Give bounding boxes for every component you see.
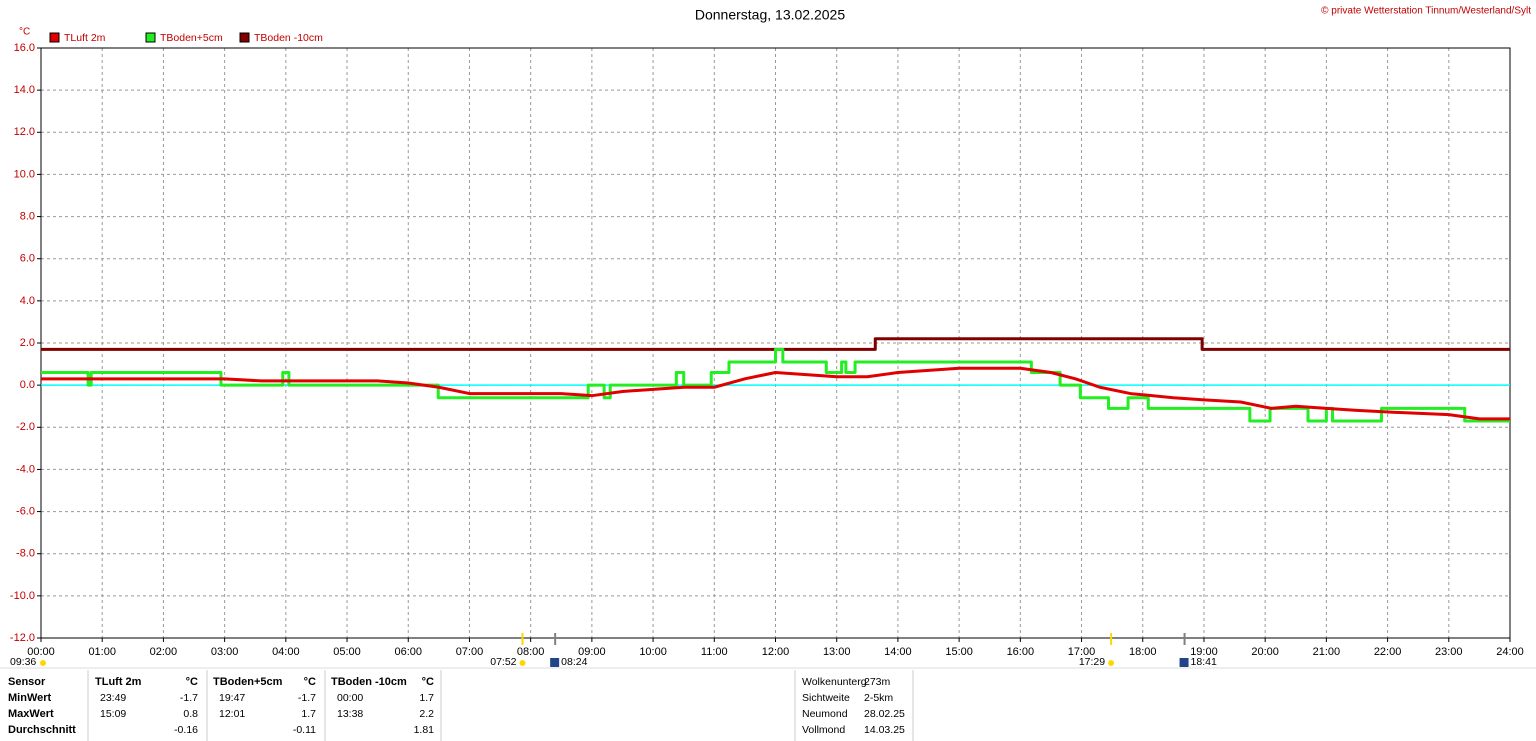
table-cell: -1.7 xyxy=(180,692,198,704)
moon-icon xyxy=(1179,658,1189,667)
series-line xyxy=(41,366,1510,421)
table-header: Sensor xyxy=(8,676,46,688)
table-cell: -0.16 xyxy=(174,724,198,736)
table-cell: 1.81 xyxy=(414,724,435,736)
x-tick-label: 08:00 xyxy=(517,646,545,658)
y-tick-label: 10.0 xyxy=(14,168,35,180)
table-header: °C xyxy=(186,676,198,688)
table-cell: 1.7 xyxy=(419,692,434,704)
x-tick-label: 04:00 xyxy=(272,646,300,658)
x-tick-label: 00:00 xyxy=(27,646,55,658)
y-tick-label: 2.0 xyxy=(20,337,35,349)
y-tick-label: 0.0 xyxy=(20,379,35,391)
x-tick-label: 21:00 xyxy=(1313,646,1341,658)
x-tick-label: 18:00 xyxy=(1129,646,1157,658)
x-tick-label: 07:00 xyxy=(456,646,484,658)
legend-swatch xyxy=(49,32,60,43)
x-tick-label: 13:00 xyxy=(823,646,851,658)
info-value: 14.03.25 xyxy=(864,724,905,736)
series-line xyxy=(41,337,1510,351)
info-value: 2-5km xyxy=(864,692,893,704)
sun-moon-time: 18:41 xyxy=(1191,656,1217,668)
legend-label: TBoden+5cm xyxy=(160,32,223,44)
y-tick-label: -12.0 xyxy=(10,632,35,644)
table-cell: MaxWert xyxy=(8,708,54,720)
table-header: TBoden -10cm xyxy=(331,676,407,688)
table-header: °C xyxy=(304,676,316,688)
info-value: 273m xyxy=(864,676,891,688)
copyright: © private Wetterstation Tinnum/Westerlan… xyxy=(1321,6,1531,17)
table-cell: -0.11 xyxy=(293,724,316,736)
x-tick-label: 24:00 xyxy=(1496,646,1524,658)
y-tick-label: 14.0 xyxy=(14,84,35,96)
y-tick-label: -2.0 xyxy=(16,421,35,433)
table-cell: 23:49 xyxy=(100,692,126,704)
y-unit: °C xyxy=(19,27,30,38)
y-tick-label: -10.0 xyxy=(10,590,35,602)
legend-swatch xyxy=(145,32,156,43)
legend-swatch xyxy=(239,32,250,43)
y-tick-label: 8.0 xyxy=(20,210,35,222)
info-label: Neumond xyxy=(802,708,848,720)
x-tick-label: 11:00 xyxy=(701,646,728,658)
x-tick-label: 15:00 xyxy=(945,646,973,658)
x-tick-label: 09:00 xyxy=(578,646,606,658)
x-tick-label: 19:00 xyxy=(1190,646,1218,658)
sun-moon-time: 08:24 xyxy=(561,656,587,668)
x-tick-label: 03:00 xyxy=(211,646,239,658)
x-tick-label: 22:00 xyxy=(1374,646,1402,658)
x-tick-label: 05:00 xyxy=(333,646,361,658)
sun-icon xyxy=(519,660,526,666)
sun-moon-time: 17:29 xyxy=(1079,656,1105,668)
sun-icon xyxy=(40,660,46,666)
x-tick-label: 12:00 xyxy=(762,646,790,658)
x-tick-label: 20:00 xyxy=(1251,646,1279,658)
table-cell: 00:00 xyxy=(337,692,363,704)
table-cell: -1.7 xyxy=(298,692,316,704)
table-header: TLuft 2m xyxy=(95,676,142,688)
plot-border xyxy=(40,47,1511,639)
sun-moon-time: 07:52 xyxy=(490,656,516,668)
y-tick-label: 4.0 xyxy=(20,295,35,307)
table-header: TBoden+5cm xyxy=(213,676,283,688)
x-tick-label: 10:00 xyxy=(639,646,667,658)
table-cell: 12:01 xyxy=(219,708,245,720)
table-cell: 2.2 xyxy=(419,708,434,720)
table-cell: 15:09 xyxy=(100,708,126,720)
x-tick-label: 17:00 xyxy=(1068,646,1096,658)
y-tick-label: -4.0 xyxy=(16,463,35,475)
y-tick-label: 16.0 xyxy=(14,42,35,54)
info-value: 28.02.25 xyxy=(864,708,905,720)
table-cell: 1.7 xyxy=(301,708,316,720)
table-cell: MinWert xyxy=(8,692,52,704)
table-cell: 19:47 xyxy=(219,692,245,704)
x-tick-label: 16:00 xyxy=(1007,646,1035,658)
x-tick-label: 14:00 xyxy=(884,646,912,658)
y-tick-label: -8.0 xyxy=(16,548,35,560)
info-label: Vollmond xyxy=(802,724,845,736)
table-cell: 0.8 xyxy=(183,708,198,720)
moon-icon xyxy=(550,658,560,667)
chart-title: Donnerstag, 13.02.2025 xyxy=(695,7,845,23)
x-tick-label: 06:00 xyxy=(394,646,422,658)
legend-label: TLuft 2m xyxy=(64,32,106,44)
info-label: Sichtweite xyxy=(802,692,850,704)
legend-label: TBoden -10cm xyxy=(254,32,323,44)
x-tick-label: 23:00 xyxy=(1435,646,1463,658)
y-tick-label: 6.0 xyxy=(20,253,35,265)
info-label: Wolkenunterg xyxy=(802,676,867,688)
table-cell: 13:38 xyxy=(337,708,363,720)
table-header: °C xyxy=(422,676,434,688)
table-cell: Durchschnitt xyxy=(8,724,76,736)
day-length: 09:36 xyxy=(10,656,36,668)
sun-icon xyxy=(1108,660,1115,666)
y-tick-label: 12.0 xyxy=(14,126,35,138)
y-tick-label: -6.0 xyxy=(16,505,35,517)
x-tick-label: 02:00 xyxy=(150,646,178,658)
x-tick-label: 01:00 xyxy=(88,646,116,658)
